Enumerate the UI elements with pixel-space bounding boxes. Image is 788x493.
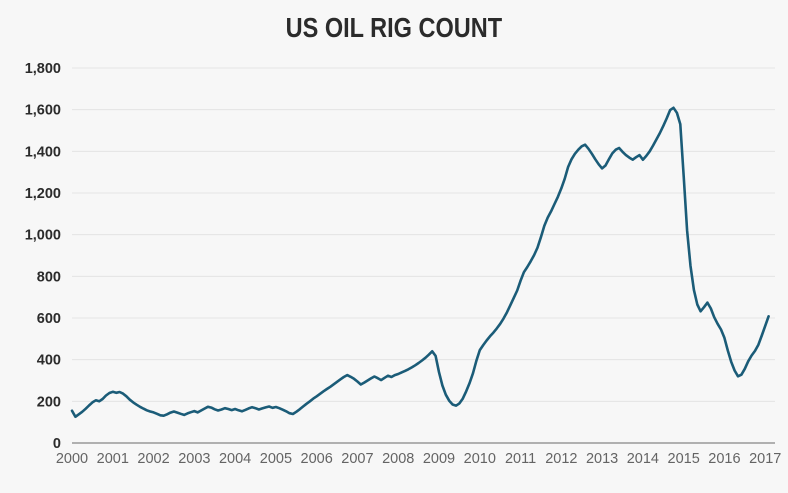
- x-tick-label: 2008: [382, 451, 414, 467]
- x-tick-label: 2004: [219, 451, 251, 467]
- x-tick-label: 2014: [627, 451, 659, 467]
- x-tick-label: 2016: [708, 451, 740, 467]
- y-tick-label: 1,800: [25, 61, 61, 77]
- x-tick-label: 2002: [137, 451, 169, 467]
- y-tick-label: 800: [37, 269, 61, 285]
- x-tick-label: 2003: [178, 451, 210, 467]
- chart-title-text: US OIL RIG COUNT: [285, 12, 503, 43]
- x-tick-label: 2012: [545, 451, 577, 467]
- y-tick-label: 200: [37, 394, 61, 410]
- y-tick-label: 1,200: [25, 186, 61, 202]
- y-tick-label: 1,400: [25, 144, 61, 160]
- y-tick-label: 1,000: [25, 228, 61, 244]
- y-tick-label: 0: [53, 436, 61, 452]
- chart-title: US OIL RIG COUNT: [0, 8, 788, 45]
- x-tick-label: 2017: [749, 451, 781, 467]
- x-tick-label: 2001: [97, 451, 129, 467]
- x-tick-label: 2013: [586, 451, 618, 467]
- x-tick-label: 2007: [341, 451, 373, 467]
- y-tick-label: 600: [37, 311, 61, 327]
- rig-count-line: [70, 106, 770, 419]
- x-tick-label: 2009: [423, 451, 455, 467]
- x-tick-label: 2011: [505, 451, 536, 467]
- x-tick-label: 2015: [668, 451, 700, 467]
- y-tick-label: 400: [37, 353, 61, 369]
- y-tick-label: 1,600: [25, 103, 61, 119]
- x-tick-label: 2010: [464, 451, 496, 467]
- x-tick-label: 2000: [56, 451, 88, 467]
- x-tick-label: 2005: [260, 451, 292, 467]
- x-tick-label: 2006: [301, 451, 333, 467]
